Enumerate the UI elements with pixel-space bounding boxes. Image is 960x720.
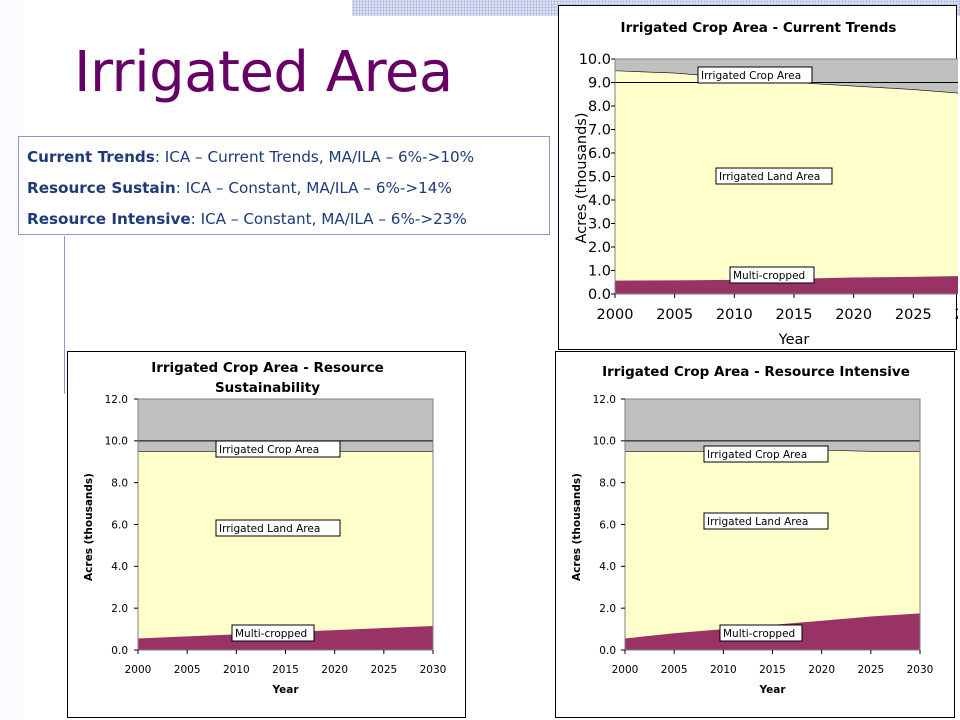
irrigated-land-area-series — [137, 450, 434, 651]
series-label: Multi-cropped — [723, 628, 795, 640]
x-tick-label: 2030 — [907, 664, 934, 676]
x-axis-title: Year — [778, 332, 810, 348]
series-label: Irrigated Crop Area — [707, 449, 807, 461]
note-label: Current Trends — [27, 148, 155, 166]
chart-title: Irrigated Crop Area - Current Trends — [621, 20, 897, 36]
y-tick-label: 2.0 — [599, 603, 616, 615]
y-tick-label: 2.0 — [588, 240, 611, 256]
series-label-box — [703, 445, 829, 463]
slide-title: Irrigated Area — [74, 40, 453, 105]
series-label-box — [729, 266, 815, 284]
y-tick-label: 2.0 — [111, 603, 128, 615]
y-tick-label: 4.0 — [599, 561, 616, 573]
y-tick-label: 5.0 — [588, 170, 611, 186]
decorative-vertical-line — [64, 236, 65, 394]
scenario-notes-box: Current Trends: ICA – Current Trends, MA… — [18, 136, 550, 235]
y-tick-label: 0.0 — [588, 287, 611, 303]
y-tick-label: 12.0 — [105, 394, 128, 406]
series-label: Irrigated Land Area — [219, 523, 320, 535]
y-tick-label: 0.0 — [599, 645, 616, 657]
chart-svg: Irrigated Crop Area - Resource Intensive… — [571, 364, 934, 696]
chart-resource-intensive: Irrigated Crop Area - Resource Intensive… — [555, 351, 955, 718]
x-tick-label: 2005 — [661, 664, 688, 676]
multi-cropped-series — [615, 276, 958, 294]
series-label: Multi-cropped — [235, 628, 307, 640]
y-tick-label: 1.0 — [588, 264, 611, 280]
note-text: : ICA – Constant, MA/ILA – 6%->23% — [190, 210, 467, 228]
note-label: Resource Sustain — [27, 179, 176, 197]
left-margin-band — [0, 0, 24, 720]
y-axis-title: Acres (thousands) — [83, 473, 95, 581]
x-tick-label: 2025 — [895, 307, 932, 323]
chart-current-trends: Irrigated Crop Area - Current Trends 0.0 1… — [558, 5, 958, 350]
series-label-box — [215, 440, 341, 458]
y-tick-label: 10.0 — [579, 52, 611, 68]
series-label: Multi-cropped — [733, 270, 805, 282]
x-tick-label: 2010 — [710, 664, 737, 676]
x-tick-label: 2000 — [125, 664, 152, 676]
x-tick-label: 2020 — [835, 307, 872, 323]
chart-svg: Irrigated Crop Area - Current Trends 0.0 1… — [574, 20, 958, 348]
x-tick-label: 2000 — [612, 664, 639, 676]
y-tick-label: 6.0 — [111, 519, 128, 531]
y-tick-label: 4.0 — [111, 561, 128, 573]
series-label-box — [215, 519, 341, 537]
note-text: : ICA – Current Trends, MA/ILA – 6%->10% — [154, 148, 475, 166]
x-tick-label: 2015 — [759, 664, 786, 676]
y-tick-label: 7.0 — [588, 123, 611, 139]
note-label: Resource Intensive — [27, 210, 191, 228]
y-tick-label: 3.0 — [588, 217, 611, 233]
note-resource-intensive: Resource Intensive: ICA – Constant, MA/I… — [27, 204, 549, 235]
x-tick-label: 2005 — [656, 307, 693, 323]
y-axis-title: Acres (thousands) — [574, 112, 590, 243]
note-resource-sustain: Resource Sustain: ICA – Constant, MA/ILA… — [27, 173, 549, 204]
series-label-box — [719, 624, 803, 642]
x-tick-label: 2030 — [955, 307, 958, 323]
series-label: Irrigated Crop Area — [219, 444, 319, 456]
x-tick-label: 2030 — [420, 664, 447, 676]
x-tick-label: 2015 — [776, 307, 813, 323]
y-tick-label: 10.0 — [105, 436, 128, 448]
x-tick-label: 2000 — [597, 307, 634, 323]
note-text: : ICA – Constant, MA/ILA – 6%->14% — [175, 179, 452, 197]
chart-title: Irrigated Crop Area - Resource — [151, 360, 384, 376]
chart-title: Sustainability — [215, 380, 320, 396]
y-tick-label: 6.0 — [588, 146, 611, 162]
x-tick-label: 2020 — [321, 664, 348, 676]
y-tick-label: 9.0 — [588, 76, 611, 92]
chart-resource-sustainability: Irrigated Crop Area - Resource Sustainabi… — [67, 351, 466, 718]
x-tick-label: 2010 — [223, 664, 250, 676]
x-tick-label: 2025 — [370, 664, 397, 676]
y-tick-label: 8.0 — [599, 477, 616, 489]
note-current-trends: Current Trends: ICA – Current Trends, MA… — [27, 142, 549, 173]
series-label-box — [715, 167, 833, 185]
series-label: Irrigated Crop Area — [701, 70, 801, 82]
y-axis-title: Acres (thousands) — [571, 473, 583, 581]
series-label-box — [697, 66, 813, 84]
chart-title: Irrigated Crop Area - Resource Intensive — [602, 364, 910, 380]
y-tick-label: 8.0 — [588, 99, 611, 115]
x-tick-label: 2025 — [857, 664, 884, 676]
y-tick-label: 6.0 — [599, 519, 616, 531]
series-label: Irrigated Land Area — [707, 516, 808, 528]
series-label-box — [703, 512, 829, 530]
y-tick-label: 12.0 — [593, 394, 616, 406]
y-tick-label: 0.0 — [111, 645, 128, 657]
series-label: Irrigated Land Area — [719, 171, 820, 183]
y-tick-label: 4.0 — [588, 193, 611, 209]
x-tick-label: 2015 — [272, 664, 299, 676]
chart-svg: Irrigated Crop Area - Resource Sustainabi… — [83, 360, 447, 696]
y-tick-label: 10.0 — [593, 436, 616, 448]
x-tick-label: 2020 — [808, 664, 835, 676]
y-tick-label: 8.0 — [111, 477, 128, 489]
x-axis-title: Year — [271, 684, 299, 696]
series-label-box — [231, 624, 315, 642]
x-axis-title: Year — [758, 684, 786, 696]
x-tick-label: 2010 — [716, 307, 753, 323]
x-tick-label: 2005 — [174, 664, 201, 676]
